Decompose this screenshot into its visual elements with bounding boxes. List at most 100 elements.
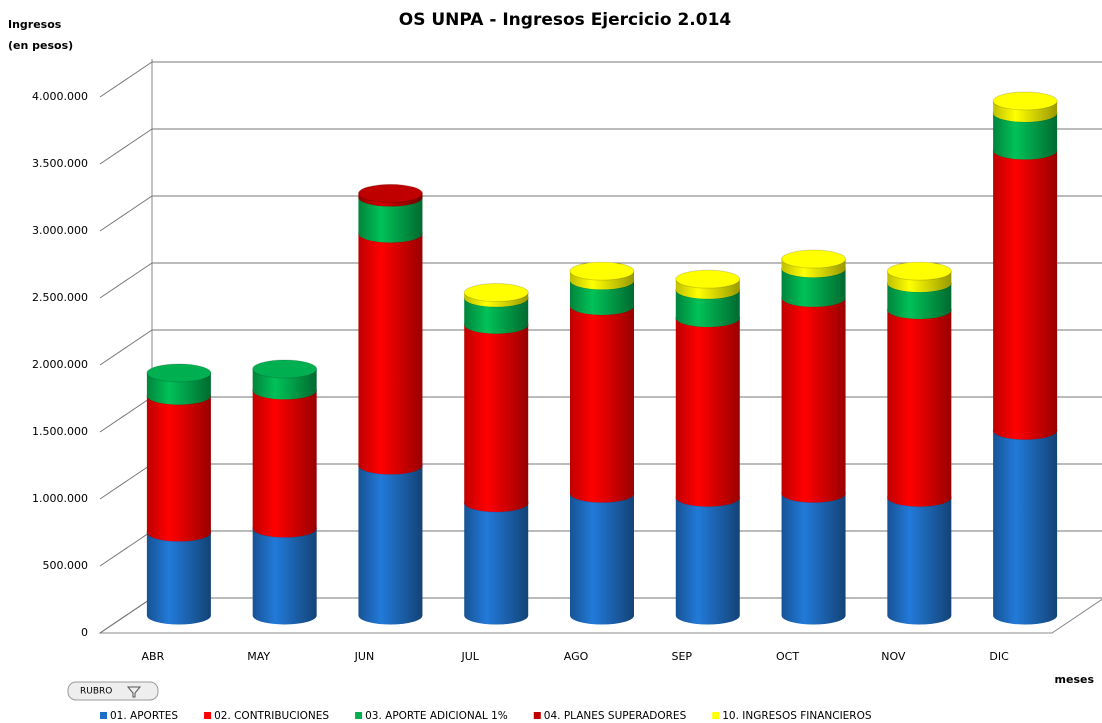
cylinder-segment: [463, 283, 529, 307]
cylinder-top: [146, 363, 212, 383]
cylinder-body: [675, 289, 740, 328]
cylinder-body: [358, 465, 423, 625]
cylinder-segment: [781, 288, 847, 503]
cylinder-segment: [463, 315, 529, 512]
x-tick-label: ABR: [142, 650, 165, 663]
cylinder-top: [252, 359, 318, 379]
y-tick-label: 1.000.000: [32, 492, 88, 505]
cylinder-segment: [781, 249, 847, 278]
y-axis-label: (en pesos): [8, 39, 73, 52]
cylinder-segment: [992, 91, 1058, 122]
cylinder-body: [146, 532, 211, 625]
legend-label: 02. CONTRIBUCIONES: [214, 710, 329, 722]
cylinder-segment: [992, 141, 1058, 440]
legend-item: 04. PLANES SUPERADORES: [533, 710, 687, 722]
cylinder-body: [675, 497, 740, 625]
cylinder-segment: [886, 261, 952, 293]
cylinder-segment: [675, 269, 741, 299]
y-tick-label: 500.000: [43, 559, 89, 572]
cylinder-segment: [252, 359, 318, 400]
filter-button[interactable]: RUBRO: [67, 681, 159, 701]
cylinder-top: [781, 249, 847, 269]
cylinder-segment: [992, 421, 1058, 625]
filter-icon[interactable]: [126, 686, 142, 698]
cylinder-segment: [675, 488, 741, 625]
chart-title: OS UNPA - Ingresos Ejercicio 2.014: [399, 10, 732, 30]
cylinder-body: [358, 197, 423, 243]
legend-swatch: [533, 712, 541, 719]
cylinder-body: [887, 497, 952, 625]
cylinder-body: [781, 297, 846, 503]
cylinder-body: [570, 493, 634, 625]
x-tick-label: DIC: [989, 650, 1009, 663]
cylinder-body: [993, 430, 1058, 625]
x-tick-label: AGO: [564, 650, 589, 663]
cylinder-segment: [146, 386, 212, 542]
cylinder-body: [675, 318, 740, 507]
cylinder-segment: [357, 455, 423, 625]
grid-line: [99, 61, 1102, 98]
y-tick-label: 0: [81, 626, 88, 639]
cylinder-body: [887, 309, 952, 507]
legend-label: 10. INGRESOS FINANCIEROS: [722, 710, 872, 722]
cylinder-segment: [569, 261, 635, 290]
x-tick-label: JUL: [461, 650, 480, 663]
cylinder-body: [993, 150, 1058, 440]
x-axis-label: meses: [1055, 673, 1095, 686]
cylinder-body: [887, 283, 952, 319]
y-tick-label: 3.000.000: [32, 224, 88, 237]
cylinder-body: [464, 502, 529, 625]
cylinder-body: [358, 233, 423, 475]
x-tick-label: JUN: [354, 650, 375, 663]
legend-label: 03. APORTE ADICIONAL 1%: [365, 710, 508, 722]
filter-button-label[interactable]: RUBRO: [80, 687, 112, 697]
legend-swatch: [204, 712, 212, 719]
back-wall-edge: [99, 59, 153, 634]
cylinder-body: [781, 268, 846, 307]
cylinder-segment: [886, 300, 952, 507]
y-axis-label: Ingresos: [8, 18, 62, 31]
x-tick-label: SEP: [671, 650, 692, 663]
cylinder-body: [464, 297, 529, 334]
legend-swatch: [712, 712, 720, 719]
cylinder-segment: [463, 493, 529, 625]
cylinder-body: [570, 305, 634, 503]
cylinder-segment: [252, 380, 318, 538]
cylinder-top: [675, 269, 741, 289]
cylinder-segment: [569, 484, 635, 625]
cylinder-segment: [357, 183, 423, 207]
cylinder-top: [357, 183, 423, 203]
cylinder-body: [570, 280, 634, 315]
legend-label: 01. APORTES: [110, 710, 178, 722]
grid-line: [99, 128, 1102, 165]
x-tick-label: NOV: [881, 650, 906, 663]
cylinder-body: [252, 390, 317, 538]
legend-item: 10. INGRESOS FINANCIEROS: [712, 710, 872, 722]
legend-item: 01. APORTES: [100, 710, 178, 722]
y-tick-label: 3.500.000: [32, 157, 88, 170]
cylinder-segment: [675, 308, 741, 507]
x-tick-label: MAY: [247, 650, 270, 663]
cylinder-body: [781, 493, 846, 625]
legend-swatch: [355, 712, 363, 719]
grid-line: [99, 195, 1102, 232]
cylinder-segment: [146, 363, 212, 405]
legend-label: 04. PLANES SUPERADORES: [544, 710, 687, 722]
legend-swatch: [100, 712, 107, 719]
y-tick-label: 1.500.000: [32, 425, 88, 438]
x-tick-label: OCT: [776, 650, 799, 663]
cylinder-top: [992, 91, 1058, 111]
cylinder-segment: [781, 484, 847, 625]
cylinder-top: [569, 261, 635, 281]
y-tick-label: 2.500.000: [32, 291, 88, 304]
cylinder-body: [464, 324, 529, 512]
cylinder-top: [463, 283, 529, 303]
legend-item: 03. APORTE ADICIONAL 1%: [355, 710, 508, 722]
cylinder-segment: [357, 224, 423, 475]
y-tick-label: 4.000.000: [32, 90, 88, 103]
y-tick-label: 2.000.000: [32, 358, 88, 371]
legend-item: 02. CONTRIBUCIONES: [204, 710, 329, 722]
cylinder-body: [252, 528, 317, 625]
cylinder-top: [886, 261, 952, 281]
